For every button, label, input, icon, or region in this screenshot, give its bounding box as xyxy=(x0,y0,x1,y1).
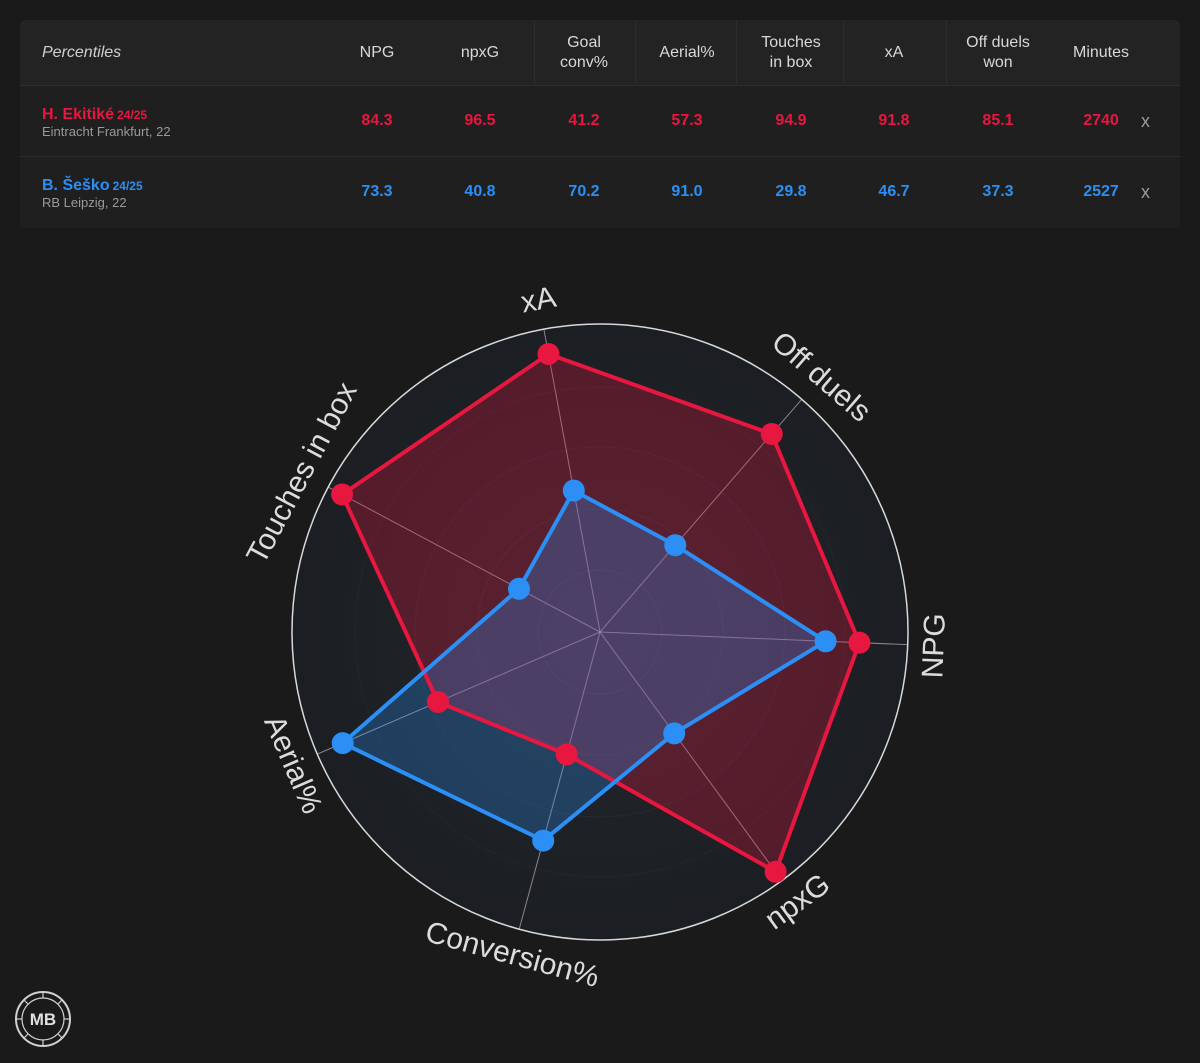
value-off-duels-won: 37.3 xyxy=(982,183,1014,200)
header-npxg[interactable]: npxG xyxy=(460,43,500,61)
radar-point xyxy=(664,534,687,557)
percentiles-label: Percentiles xyxy=(42,43,122,61)
radar-grid-ring xyxy=(537,569,663,695)
column-divider xyxy=(635,20,636,85)
remove-player-button[interactable]: x xyxy=(1141,111,1150,131)
radar-point xyxy=(663,722,686,745)
radar-grid-ring xyxy=(354,386,846,878)
svg-text:MB: MB xyxy=(30,1010,56,1029)
radar-point xyxy=(537,342,560,365)
radar-spoke xyxy=(599,631,783,881)
value-npxg: 96.5 xyxy=(464,112,496,129)
radar-spoke xyxy=(518,631,601,930)
radar-point xyxy=(331,483,354,506)
value-goal-conv: 70.2 xyxy=(568,183,600,200)
value-minutes: 2527 xyxy=(1083,183,1119,200)
player-name: B. Šeško 24/25 xyxy=(42,177,143,194)
radar-point xyxy=(764,860,787,883)
player-season: 24/25 xyxy=(112,179,143,193)
column-divider xyxy=(736,20,737,85)
table-header: Percentiles NPG npxG Goal conv% Aerial% … xyxy=(20,20,1180,86)
radar-point xyxy=(848,631,871,654)
radar-spoke xyxy=(327,486,601,633)
column-divider xyxy=(534,20,535,85)
header-xa[interactable]: xA xyxy=(884,43,904,61)
axis-label: NPG xyxy=(916,613,952,679)
value-touches-in-box: 29.8 xyxy=(775,183,807,200)
header-aerial[interactable]: Aerial% xyxy=(659,43,715,61)
radar-area-ekitike xyxy=(342,354,860,872)
value-xa: 46.7 xyxy=(878,183,910,200)
mb-logo: MB xyxy=(15,991,71,1047)
row-divider xyxy=(20,156,1180,157)
radar-outline-ekitike xyxy=(340,352,862,874)
value-npg: 73.3 xyxy=(361,183,393,200)
header-npg[interactable]: NPG xyxy=(359,43,395,61)
player-team: Eintracht Frankfurt, 22 xyxy=(42,124,171,139)
value-minutes: 2740 xyxy=(1083,112,1119,129)
player-row-ekitike: H. Ekitiké 24/25 Eintracht Frankfurt, 22 … xyxy=(20,86,1180,156)
radar-area-sesko xyxy=(342,490,826,841)
player-row-sesko: B. Šeško 24/25 RB Leipzig, 22 73.3 40.8 7… xyxy=(20,157,1180,227)
value-npxg: 40.8 xyxy=(464,183,496,200)
header-goal-conv[interactable]: Goal conv% xyxy=(559,33,609,71)
radar-point xyxy=(508,577,531,600)
column-divider xyxy=(843,20,844,85)
value-goal-conv: 41.2 xyxy=(568,112,600,129)
radar-outline-sesko xyxy=(340,488,828,843)
player-season: 24/25 xyxy=(117,108,148,122)
header-minutes[interactable]: Minutes xyxy=(1072,43,1130,61)
value-aerial: 91.0 xyxy=(671,183,703,200)
value-aerial: 57.3 xyxy=(671,112,703,129)
header-off-duels-won[interactable]: Off duels won xyxy=(966,33,1030,71)
remove-player-button[interactable]: x xyxy=(1141,182,1150,202)
radar-spoke xyxy=(317,631,601,755)
value-npg: 84.3 xyxy=(361,112,393,129)
value-off-duels-won: 85.1 xyxy=(982,112,1014,129)
player-name: H. Ekitiké 24/25 xyxy=(42,106,148,123)
comparison-table: Percentiles NPG npxG Goal conv% Aerial% … xyxy=(20,20,1180,228)
radar-point xyxy=(331,732,354,755)
axis-label: xA xyxy=(518,281,558,320)
column-divider xyxy=(946,20,947,85)
radar-point xyxy=(555,743,578,766)
value-xa: 91.8 xyxy=(878,112,910,129)
header-touches-in-box[interactable]: Touches in box xyxy=(761,33,821,71)
radar-grid-ring xyxy=(414,446,786,818)
radar-point xyxy=(532,829,555,852)
radar-grid-ring xyxy=(476,508,724,756)
radar-point xyxy=(562,479,585,502)
value-touches-in-box: 94.9 xyxy=(775,112,807,129)
radar-point xyxy=(814,630,837,653)
player-team: RB Leipzig, 22 xyxy=(42,195,127,210)
radar-point xyxy=(426,690,449,713)
radar-point xyxy=(760,422,783,445)
